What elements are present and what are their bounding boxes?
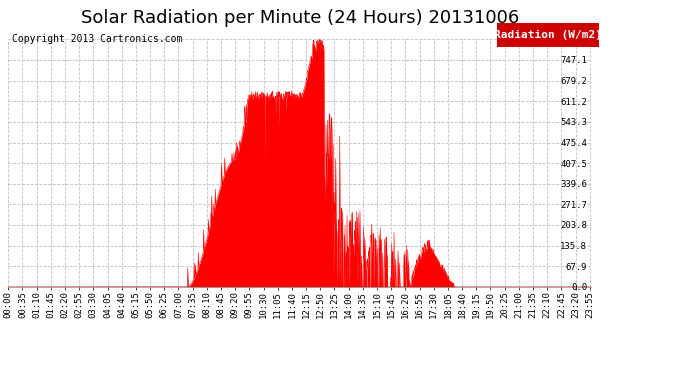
Text: Radiation (W/m2): Radiation (W/m2) [494,30,602,40]
Text: Solar Radiation per Minute (24 Hours) 20131006: Solar Radiation per Minute (24 Hours) 20… [81,9,520,27]
Text: Copyright 2013 Cartronics.com: Copyright 2013 Cartronics.com [12,34,182,44]
